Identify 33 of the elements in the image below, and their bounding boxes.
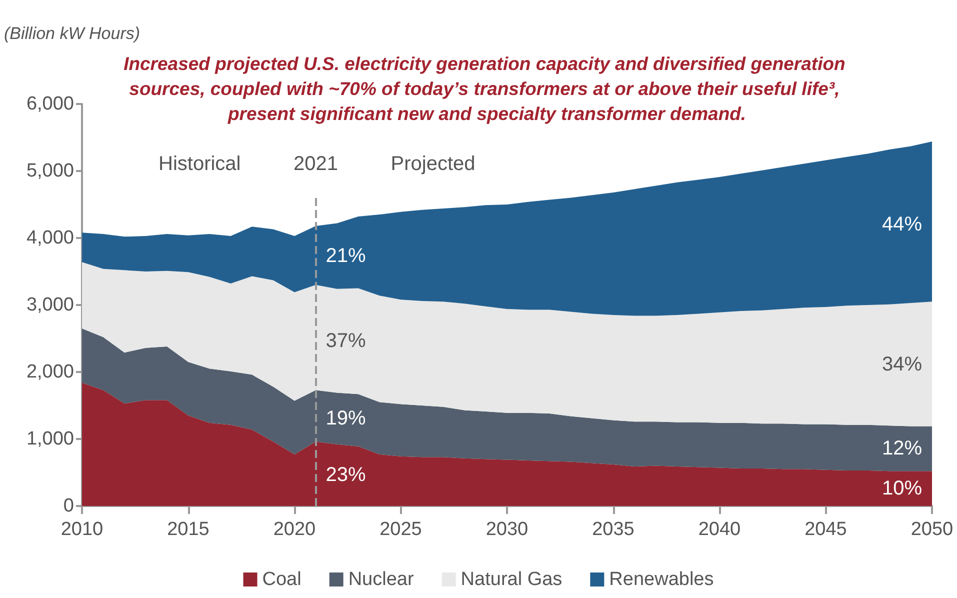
y-tick-label: 6,000 — [26, 94, 74, 114]
annotation: 19% — [326, 408, 366, 430]
ref-line-label: 2021 — [294, 153, 338, 175]
annotation: Projected — [390, 153, 476, 175]
legend-label: Nuclear — [348, 569, 414, 590]
x-tick-label: 2035 — [592, 519, 634, 540]
x-tick-label: 2025 — [380, 519, 422, 540]
y-axis-title: (Billion kW Hours) — [4, 24, 140, 43]
x-tick-label: 2030 — [486, 519, 528, 540]
annotation: 44% — [882, 214, 922, 236]
annotation: 12% — [882, 438, 922, 460]
legend-label: Natural Gas — [460, 569, 562, 590]
y-tick-label: 1,000 — [26, 428, 74, 450]
annotation: 34% — [882, 354, 922, 376]
y-tick-label: 5,000 — [26, 160, 74, 182]
annotation: 10% — [882, 478, 922, 500]
x-tick-label: 2015 — [167, 519, 210, 540]
y-tick-label: 2,000 — [26, 362, 74, 382]
x-tick-label: 2010 — [60, 519, 104, 540]
annotation: 37% — [326, 330, 366, 352]
x-tick-label: 2045 — [804, 519, 847, 540]
chart-title: Increased projected U.S. electricity generation capacity and diversified generation sources, coupled with ~70% of today’s transformers at or above their useful life³, present significant new and specialty transformer demand. — [124, 53, 850, 124]
y-tick-label: 3,000 — [26, 294, 74, 316]
annotation: 23% — [326, 464, 366, 486]
x-tick-label: 2040 — [698, 519, 741, 540]
y-tick-label: 4,000 — [26, 228, 74, 248]
annotation: 21% — [326, 245, 366, 268]
x-tick-label: 2050 — [910, 519, 954, 540]
legend-label: Renewables — [609, 569, 714, 590]
legend-label: Coal — [262, 569, 302, 590]
y-tick-label: 0 — [63, 496, 74, 516]
x-tick-label: 2020 — [273, 519, 316, 540]
annotation: Historical — [158, 153, 241, 175]
